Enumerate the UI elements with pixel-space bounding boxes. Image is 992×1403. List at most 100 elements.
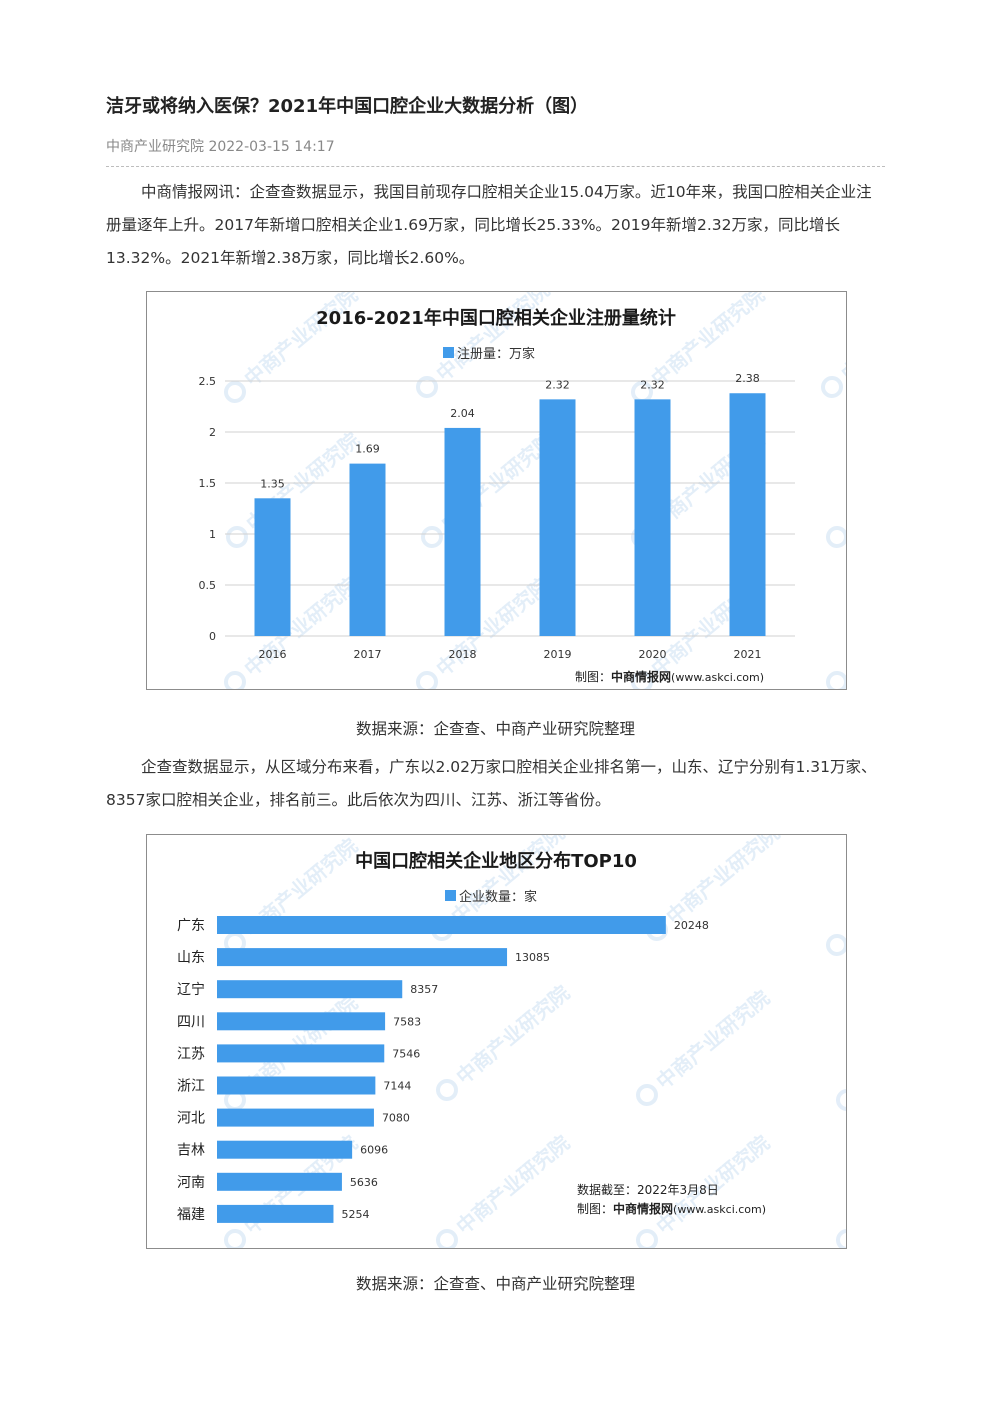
legend-label: 企业数量：家 xyxy=(459,889,537,905)
watermark-logo-icon xyxy=(826,934,846,956)
paragraph-2: 企查查数据显示，从区域分布来看，广东以2.02万家口腔相关企业排名第一，山东、辽… xyxy=(106,758,877,809)
watermark-logo-icon xyxy=(636,1229,658,1248)
value-labels: 20248 13085 8357 7583 7546 7144 7080 6096 5636 52… xyxy=(341,919,708,1221)
y-tick-label: 1 xyxy=(209,528,216,541)
y-gridlines xyxy=(225,380,795,637)
bars xyxy=(254,393,766,636)
value-label-江苏: 7546 xyxy=(392,1047,420,1060)
bar-吉林 xyxy=(217,1140,353,1159)
bar-广东 xyxy=(217,916,666,934)
watermark: 中商产业研究院 xyxy=(836,1229,846,1248)
y-tick-label: 0.5 xyxy=(199,579,217,592)
watermark-text: 中商产业研究院 xyxy=(452,981,575,1089)
value-label-河南: 5636 xyxy=(350,1176,378,1189)
legend-swatch xyxy=(445,890,456,901)
watermark-logo-icon xyxy=(631,671,653,689)
credit-brand: 中商情报网 xyxy=(613,1201,673,1216)
chart-title: 2016-2021年中国口腔相关企业注册量统计 xyxy=(316,307,676,329)
y-tick-labels: 0 0.5 1 1.5 2 2.5 xyxy=(199,375,217,643)
bar-2016 xyxy=(254,498,291,636)
y-tick-label: 0 xyxy=(209,630,216,643)
credit-url: (www.askci.com) xyxy=(673,1203,766,1216)
watermark: 中商产业研究院 xyxy=(224,835,362,954)
watermark-logo-icon xyxy=(421,526,443,548)
x-tick-label-2020: 2020 xyxy=(639,648,667,661)
category-label-福建: 福建 xyxy=(177,1207,205,1223)
value-labels: 1.35 1.69 2.04 2.32 2.32 2.38 xyxy=(260,372,760,490)
article-title: 洁牙或将纳入医保？2021年中国口腔企业大数据分析（图） xyxy=(106,96,589,117)
watermark-text: 中商产业研究院 xyxy=(842,428,846,536)
article-meta: 中商产业研究院 2022-03-15 14:17 xyxy=(106,139,335,155)
watermark-logo-icon xyxy=(224,671,246,689)
value-label-辽宁: 8357 xyxy=(410,983,438,996)
y-tick-label: 2.5 xyxy=(199,375,217,388)
watermark-text: 中商产业研究院 xyxy=(432,292,555,386)
watermark: 中商产业研究院 xyxy=(826,836,846,956)
category-label-四川: 四川 xyxy=(177,1014,205,1030)
value-label-2016: 1.35 xyxy=(260,477,285,490)
bar-福建 xyxy=(217,1204,334,1223)
watermark: 中商产业研究院 xyxy=(416,573,554,689)
y-tick-label: 2 xyxy=(209,426,216,439)
chart-registrations: 中商产业研究院 中商产业研究院 中商产业研究院 中商产业研究院 中商产业研究院 中商产业研… xyxy=(146,291,847,690)
legend-label: 注册量：万家 xyxy=(457,346,535,362)
x-tick-label-2016: 2016 xyxy=(259,648,287,661)
watermark: 中商产业研究院 xyxy=(826,428,846,548)
value-label-四川: 7583 xyxy=(393,1015,421,1028)
chart-credit: 制图：中商情报网(www.askci.com) xyxy=(577,1201,766,1216)
value-label-2021: 2.38 xyxy=(735,372,760,385)
watermark: 中商产业研究院 xyxy=(636,986,775,1106)
x-tick-label-2017: 2017 xyxy=(354,648,382,661)
credit-brand: 中商情报网 xyxy=(611,669,671,684)
title-divider xyxy=(106,166,885,167)
category-label-广东: 广东 xyxy=(177,918,205,934)
category-label-辽宁: 辽宁 xyxy=(177,981,205,998)
bar-山东 xyxy=(217,948,508,967)
watermark-logo-icon xyxy=(416,376,438,398)
watermark-logo-icon xyxy=(224,381,246,403)
watermark-text: 中商产业研究院 xyxy=(240,292,363,391)
credit-prefix: 制图： xyxy=(577,1202,613,1216)
watermark-logo-icon xyxy=(224,1229,246,1248)
value-label-河北: 7080 xyxy=(382,1112,410,1125)
value-label-浙江: 7144 xyxy=(383,1080,411,1093)
chart-regions: 中商产业研究院 中商产业研究院 中商产业研究院 中商产业研究院 中商产业研究院 中商产业研… xyxy=(146,834,847,1249)
value-label-2018: 2.04 xyxy=(450,407,475,420)
bar-2017 xyxy=(349,463,386,636)
value-label-2017: 1.69 xyxy=(355,443,380,456)
watermark-text: 中商产业研究院 xyxy=(652,986,775,1094)
watermark-logo-icon xyxy=(636,1084,658,1106)
chart-title: 中国口腔相关企业地区分布TOP10 xyxy=(355,850,637,872)
watermark: 中商产业研究院 xyxy=(226,428,364,548)
value-label-广东: 20248 xyxy=(674,919,709,932)
watermark-logo-icon xyxy=(436,1229,458,1248)
watermark-text: 中商产业研究院 xyxy=(452,1131,575,1239)
bars xyxy=(217,916,666,1223)
bar-2018 xyxy=(444,427,481,636)
value-label-吉林: 6096 xyxy=(360,1144,388,1157)
watermark-text: 中商产业研究院 xyxy=(662,835,785,929)
watermark: 中商产业研究院 xyxy=(421,428,559,548)
bar-江苏 xyxy=(217,1044,385,1063)
category-label-河北: 河北 xyxy=(177,1111,205,1127)
watermark: 中商产业研究院 xyxy=(436,981,575,1101)
watermark-logo-icon xyxy=(836,1089,846,1111)
watermark-text: 中商产业研究院 xyxy=(842,573,846,681)
watermark-logo-icon xyxy=(226,526,248,548)
bar-2019 xyxy=(539,399,576,636)
x-tick-label-2019: 2019 xyxy=(544,648,572,661)
value-label-2019: 2.32 xyxy=(545,378,570,391)
watermark: 中商产业研究院 xyxy=(821,292,846,398)
paragraph-1: 中商情报网讯：企查查数据显示，我国目前现存口腔相关企业15.04万家。近10年来… xyxy=(106,183,872,267)
bar-河南 xyxy=(217,1172,342,1191)
bar-2021 xyxy=(729,393,766,636)
watermark-logo-icon xyxy=(836,1229,846,1248)
watermark-logo-icon xyxy=(826,671,846,689)
y-tick-label: 1.5 xyxy=(199,477,217,490)
legend-swatch xyxy=(443,347,454,358)
caption-1: 数据来源：企查查、中商产业研究院整理 xyxy=(355,720,635,738)
watermark-text: 中商产业研究院 xyxy=(842,836,846,944)
x-tick-labels: 2016 2017 2018 2019 2020 2021 xyxy=(259,648,762,661)
category-label-山东: 山东 xyxy=(177,950,205,966)
